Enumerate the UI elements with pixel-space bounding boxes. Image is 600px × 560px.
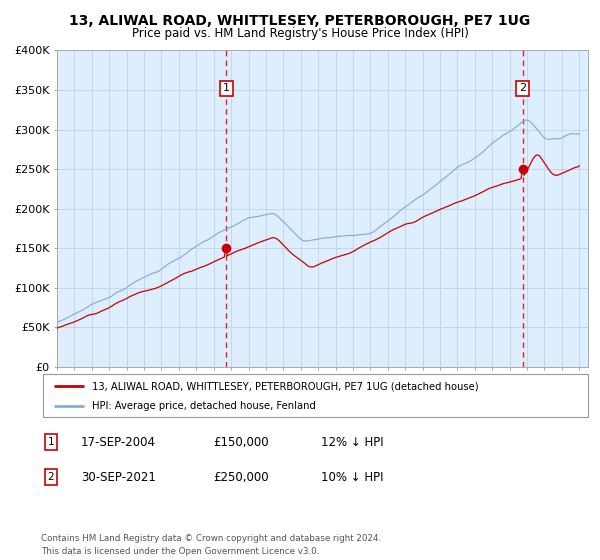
Text: 2: 2	[519, 83, 526, 94]
Text: 12% ↓ HPI: 12% ↓ HPI	[321, 436, 383, 449]
Text: 10% ↓ HPI: 10% ↓ HPI	[321, 470, 383, 484]
Text: 13, ALIWAL ROAD, WHITTLESEY, PETERBOROUGH, PE7 1UG (detached house): 13, ALIWAL ROAD, WHITTLESEY, PETERBOROUG…	[92, 381, 479, 391]
Text: 13, ALIWAL ROAD, WHITTLESEY, PETERBOROUGH, PE7 1UG: 13, ALIWAL ROAD, WHITTLESEY, PETERBOROUG…	[70, 14, 530, 28]
Text: Contains HM Land Registry data © Crown copyright and database right 2024.
This d: Contains HM Land Registry data © Crown c…	[41, 534, 381, 556]
Text: 1: 1	[223, 83, 230, 94]
Text: £150,000: £150,000	[213, 436, 269, 449]
Text: Price paid vs. HM Land Registry's House Price Index (HPI): Price paid vs. HM Land Registry's House …	[131, 27, 469, 40]
Text: 30-SEP-2021: 30-SEP-2021	[81, 470, 156, 484]
Text: HPI: Average price, detached house, Fenland: HPI: Average price, detached house, Fenl…	[92, 402, 316, 412]
Text: 17-SEP-2004: 17-SEP-2004	[81, 436, 156, 449]
FancyBboxPatch shape	[43, 374, 588, 417]
Text: £250,000: £250,000	[213, 470, 269, 484]
Text: 2: 2	[47, 472, 55, 482]
Text: 1: 1	[47, 437, 55, 447]
